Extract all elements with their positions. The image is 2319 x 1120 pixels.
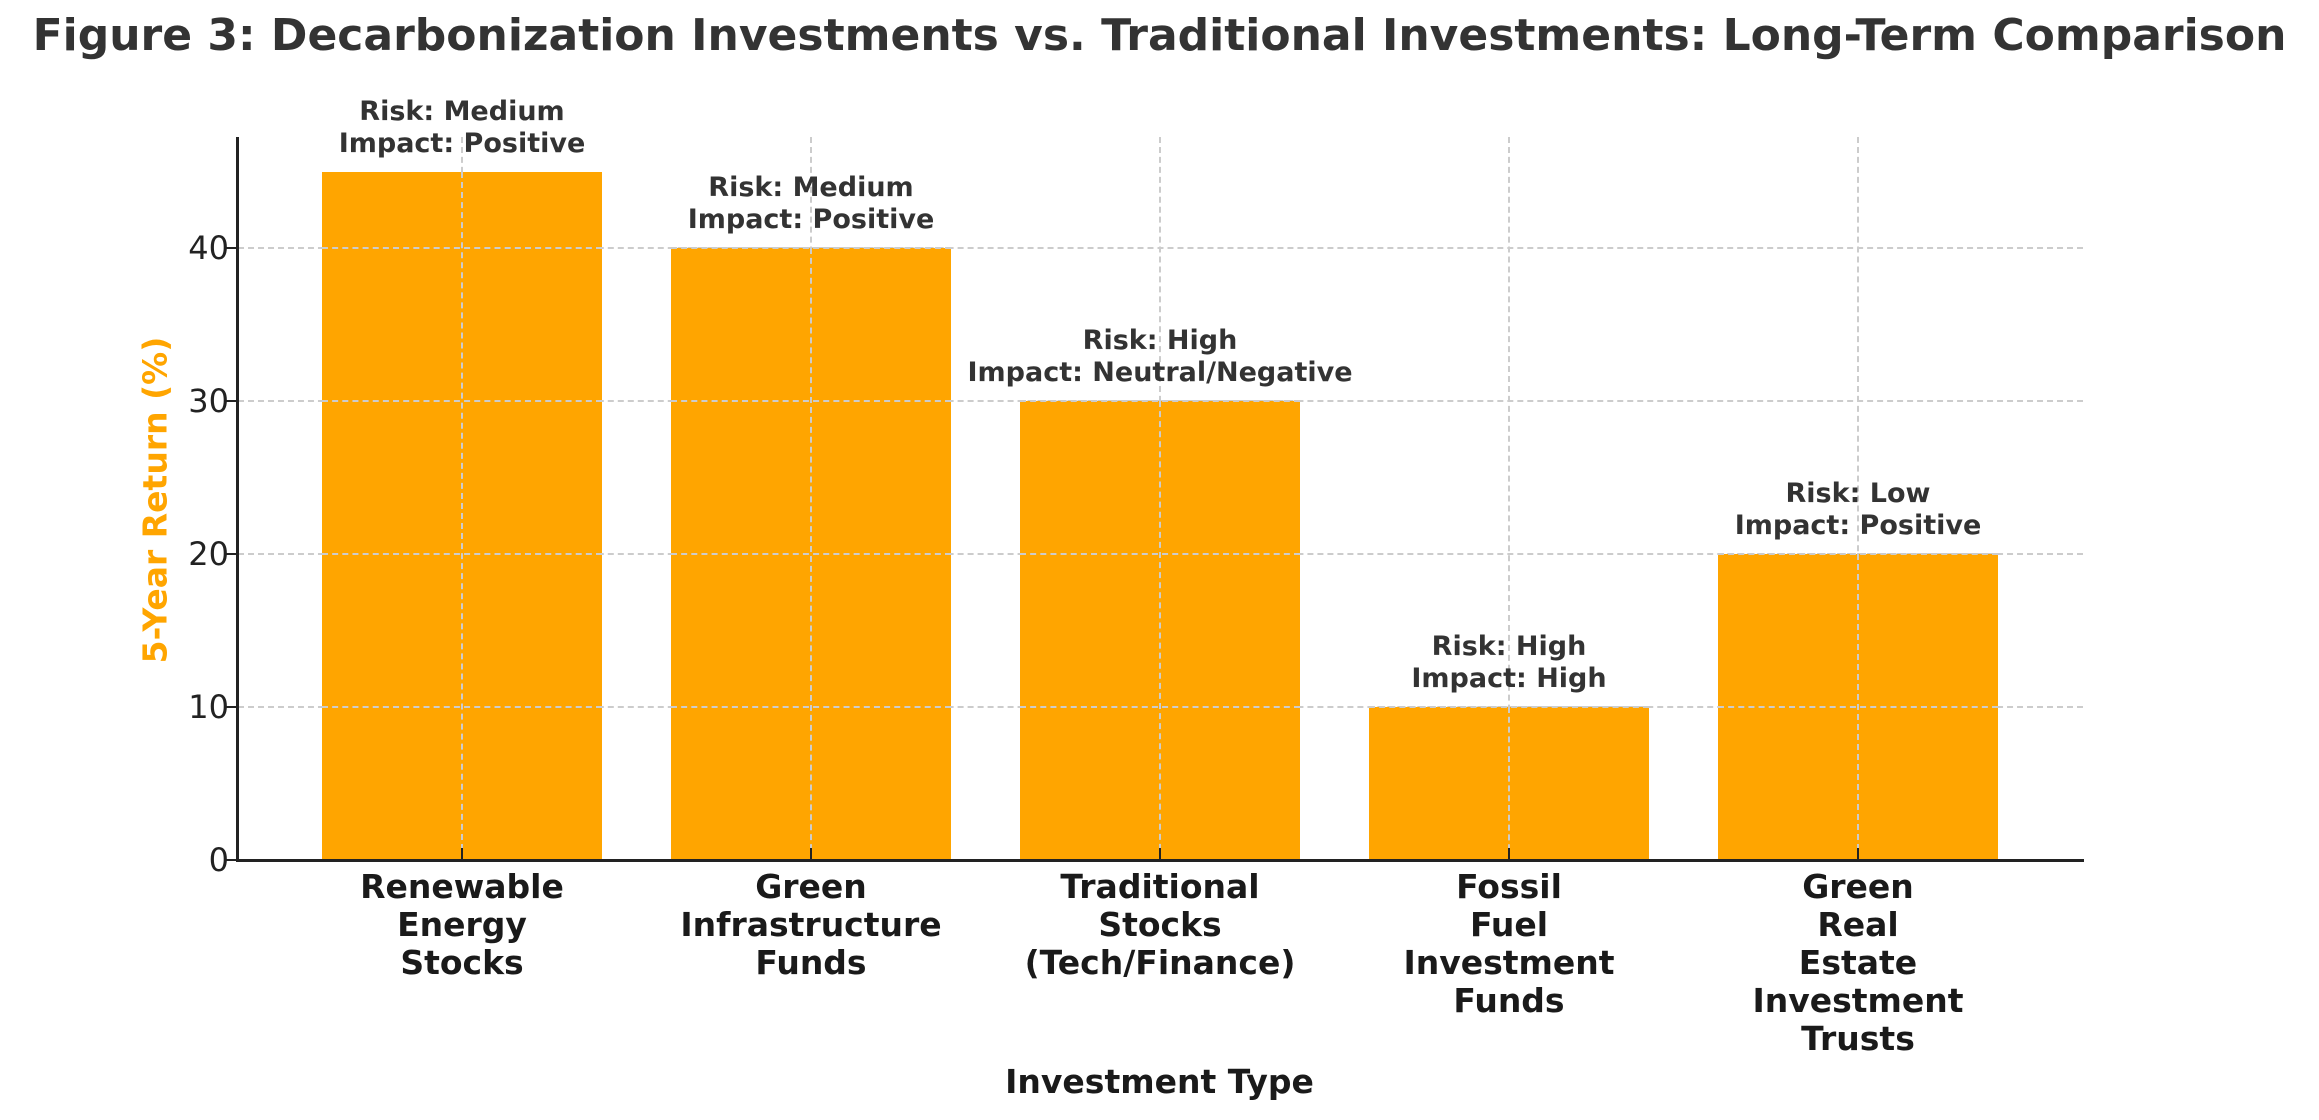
x-tick-mark bbox=[1508, 848, 1510, 860]
v-gridline bbox=[1508, 137, 1510, 860]
y-axis-line bbox=[236, 137, 239, 862]
y-tick-label: 0 bbox=[208, 841, 229, 879]
bar-annotation: Risk: High Impact: High bbox=[1279, 631, 1739, 695]
bar-annotation: Risk: Low Impact: Positive bbox=[1628, 478, 2088, 542]
h-gridline bbox=[1718, 553, 1998, 555]
x-tick-mark bbox=[461, 848, 463, 860]
bar-annotation: Risk: Medium Impact: Positive bbox=[581, 172, 1041, 236]
y-tick-label: 40 bbox=[188, 229, 229, 267]
x-axis-line bbox=[236, 859, 2084, 862]
risk-label: Risk: Medium bbox=[708, 172, 914, 203]
h-gridline bbox=[671, 553, 951, 555]
risk-label: Risk: Medium bbox=[359, 95, 565, 127]
y-tick-label: 30 bbox=[188, 382, 229, 420]
h-gridline bbox=[1020, 706, 1300, 708]
x-tick-label: Green Real Estate Investment Trusts bbox=[1752, 867, 1964, 1058]
impact-label: Impact: High bbox=[1411, 663, 1607, 694]
impact-label: Impact: Neutral/Negative bbox=[967, 357, 1353, 388]
chart-title: Figure 3: Decarbonization Investments vs… bbox=[32, 10, 2287, 61]
x-tick-label: Renewable Energy Stocks bbox=[360, 867, 564, 982]
y-tick-mark bbox=[226, 400, 238, 402]
risk-label: Risk: High bbox=[1082, 325, 1238, 356]
x-tick-label: Green Infrastructure Funds bbox=[680, 867, 942, 982]
risk-label: Risk: Low bbox=[1785, 478, 1931, 509]
y-tick-mark bbox=[226, 706, 238, 708]
y-tick-label: 10 bbox=[188, 688, 229, 726]
y-tick-label: 20 bbox=[188, 535, 229, 573]
h-gridline bbox=[671, 400, 951, 402]
x-tick-label: Fossil Fuel Investment Funds bbox=[1403, 867, 1615, 1020]
y-tick-mark bbox=[226, 553, 238, 555]
x-axis-label: Investment Type bbox=[1005, 1062, 1314, 1101]
h-gridline bbox=[1020, 553, 1300, 555]
bar-annotation: Risk: Medium Impact: Positive bbox=[232, 96, 692, 160]
h-gridline bbox=[1718, 706, 1998, 708]
v-gridline bbox=[461, 171, 463, 860]
h-gridline bbox=[1369, 706, 1649, 708]
h-gridline bbox=[322, 706, 602, 708]
h-gridline bbox=[322, 247, 602, 249]
y-tick-mark bbox=[226, 859, 238, 861]
y-tick-mark bbox=[226, 247, 238, 249]
v-gridline bbox=[1508, 707, 1510, 860]
v-gridline bbox=[1159, 401, 1161, 860]
h-gridline bbox=[322, 400, 602, 402]
x-tick-label: Traditional Stocks (Tech/Finance) bbox=[1024, 867, 1296, 982]
x-tick-mark bbox=[1159, 848, 1161, 860]
bar-annotation: Risk: High Impact: Neutral/Negative bbox=[930, 325, 1390, 389]
h-gridline bbox=[671, 706, 951, 708]
impact-label: Impact: Positive bbox=[687, 204, 935, 235]
h-gridline bbox=[1020, 400, 1300, 402]
y-axis-label: 5-Year Return (%) bbox=[135, 336, 175, 664]
impact-label: Impact: Positive bbox=[338, 127, 586, 159]
v-gridline bbox=[1857, 137, 1859, 860]
risk-label: Risk: High bbox=[1431, 631, 1587, 662]
impact-label: Impact: Positive bbox=[1734, 510, 1982, 541]
x-tick-mark bbox=[1857, 848, 1859, 860]
h-gridline bbox=[671, 247, 951, 249]
x-tick-mark bbox=[810, 848, 812, 860]
h-gridline bbox=[322, 553, 602, 555]
